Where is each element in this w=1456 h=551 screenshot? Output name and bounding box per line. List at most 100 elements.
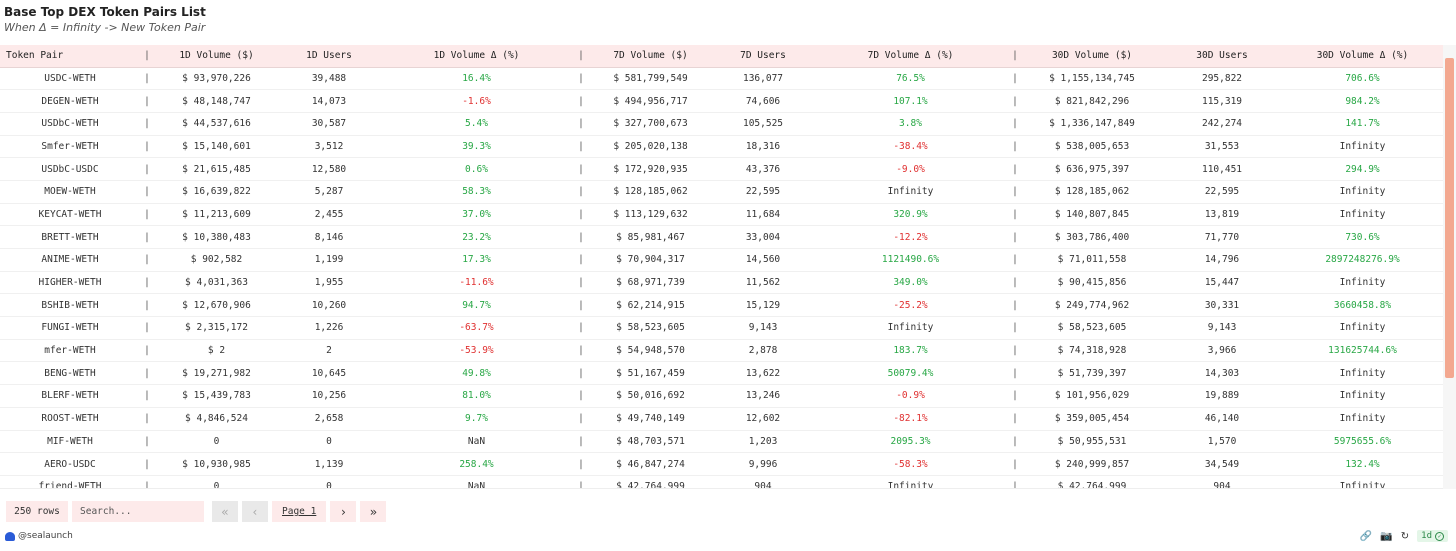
cell-vol30d: $ 1,155,134,745: [1049, 72, 1135, 84]
table-row[interactable]: AERO-USDC | $ 10,930,985 1,139 258.4% | $ 46,8…: [0, 453, 1443, 476]
table-row[interactable]: USDbC-USDC | $ 21,615,485 12,580 0.6% | $ 172,…: [0, 158, 1443, 181]
cell-users30d: 31,553: [1204, 140, 1240, 152]
cell-vol30d: $ 538,005,653: [1054, 140, 1130, 152]
col-separator: |: [1012, 481, 1018, 489]
cell-users1d: 10,260: [311, 299, 347, 311]
col-header-7d-delta[interactable]: 7D Volume Δ (%): [813, 45, 1008, 68]
cell-users7d: 15,129: [745, 299, 781, 311]
table-body: USDC-WETH | $ 93,970,226 39,488 16.4% | $ 581,…: [0, 67, 1443, 489]
cell-users30d: 15,447: [1204, 277, 1240, 289]
scrollbar-thumb[interactable]: [1445, 58, 1454, 378]
cell-vol7d: $ 581,799,549: [613, 72, 688, 84]
col-separator: |: [144, 367, 150, 379]
table-row[interactable]: Smfer-WETH | $ 15,140,601 3,512 39.3% | $ 205,…: [0, 135, 1443, 158]
cell-delta1d: -11.6%: [459, 277, 494, 289]
cell-delta1d: 16.4%: [462, 72, 491, 84]
cell-vol1d: 0: [213, 481, 220, 489]
cell-vol30d: $ 1,336,147,849: [1049, 118, 1135, 130]
last-page-button[interactable]: »: [360, 501, 387, 522]
first-page-button[interactable]: «: [212, 501, 238, 522]
table-row[interactable]: USDC-WETH | $ 93,970,226 39,488 16.4% | $ 581,…: [0, 67, 1443, 90]
cell-delta30d: 131625744.6%: [1328, 345, 1397, 357]
cell-vol1d: $ 2: [207, 345, 226, 357]
col-header-7d-users[interactable]: 7D Users: [713, 45, 813, 68]
col-header-1d-volume[interactable]: 1D Volume ($): [154, 45, 279, 68]
cell-vol30d: $ 359,005,454: [1054, 413, 1130, 425]
cell-users1d: 1,226: [314, 322, 344, 334]
camera-icon[interactable]: 📷: [1380, 530, 1393, 542]
cell-users30d: 115,319: [1201, 95, 1243, 107]
table-row[interactable]: ROOST-WETH | $ 4,846,524 2,658 9.7% | $ 49,740…: [0, 407, 1443, 430]
col-separator: |: [578, 95, 584, 107]
table-row[interactable]: ANIME-WETH | $ 902,582 1,199 17.3% | $ 70,904,…: [0, 249, 1443, 272]
col-header-30d-volume[interactable]: 30D Volume ($): [1022, 45, 1162, 68]
check-icon: ✓: [1435, 531, 1444, 541]
token-pairs-table[interactable]: Token Pair | 1D Volume ($) 1D Users 1D V…: [0, 45, 1443, 489]
cell-vol1d: 0: [213, 435, 220, 447]
col-header-7d-volume[interactable]: 7D Volume ($): [588, 45, 713, 68]
table-row[interactable]: BENG-WETH | $ 19,271,982 10,645 49.8% | $ 51,1…: [0, 362, 1443, 385]
col-separator: |: [144, 390, 150, 402]
table-row[interactable]: mfer-WETH | $ 2 2 -53.9% | $ 54,948,570 2,878 18…: [0, 339, 1443, 362]
cell-vol30d: $ 42,764,999: [1057, 481, 1127, 489]
cell-users30d: 3,966: [1207, 345, 1237, 357]
cell-users30d: 71,770: [1204, 231, 1240, 243]
col-separator: |: [578, 435, 584, 447]
search-input[interactable]: [72, 501, 204, 522]
col-header-token-pair[interactable]: Token Pair: [0, 45, 140, 68]
brand-logo-icon: [5, 531, 15, 541]
cell-users1d: 2,455: [314, 208, 344, 220]
table-row[interactable]: USDbC-WETH | $ 44,537,616 30,587 5.4% | $ 327,…: [0, 112, 1443, 136]
col-separator: |: [144, 231, 150, 243]
cell-vol7d: $ 62,214,915: [616, 299, 685, 311]
table-row[interactable]: BSHIB-WETH | $ 12,670,906 10,260 94.7% | $ 62,…: [0, 294, 1443, 317]
table-row[interactable]: BRETT-WETH | $ 10,380,483 8,146 23.2% | $ 85,9…: [0, 226, 1443, 249]
page-indicator[interactable]: Page 1: [272, 501, 327, 522]
next-page-button[interactable]: ›: [330, 501, 357, 522]
freshness-badge[interactable]: 1d ✓: [1417, 530, 1448, 542]
col-separator: |: [578, 254, 584, 266]
cell-users30d: 14,303: [1204, 367, 1240, 379]
cell-vol30d: $ 90,415,856: [1057, 277, 1127, 289]
table-row[interactable]: FUNGI-WETH | $ 2,315,172 1,226 -63.7% | $ 58,5…: [0, 317, 1443, 340]
col-header-1d-users[interactable]: 1D Users: [279, 45, 379, 68]
col-separator: |: [1012, 413, 1018, 425]
page-title: Base Top DEX Token Pairs List: [4, 5, 206, 19]
cell-users1d: 1,955: [314, 277, 344, 289]
link-icon[interactable]: 🔗: [1359, 530, 1373, 542]
col-header-30d-delta[interactable]: 30D Volume Δ (%): [1282, 45, 1443, 68]
col-separator: |: [574, 45, 588, 68]
col-separator: |: [1012, 277, 1018, 289]
cell-delta7d: Infinity: [887, 322, 934, 334]
table-row[interactable]: friend-WETH | 0 0 NaN | $ 42,764,999 904 Infinit…: [0, 475, 1443, 489]
cell-vol30d: $ 74,318,928: [1057, 345, 1127, 357]
cell-vol30d: $ 71,011,558: [1057, 254, 1127, 266]
cell-delta30d: 706.6%: [1345, 72, 1380, 84]
brand-link[interactable]: @sealaunch: [5, 531, 73, 541]
cell-pair: BSHIB-WETH: [41, 299, 99, 311]
cell-vol30d: $ 140,807,845: [1054, 208, 1130, 220]
freshness-label: 1d: [1421, 531, 1432, 541]
col-separator: |: [144, 163, 150, 175]
cell-vol30d: $ 636,975,397: [1054, 163, 1130, 175]
col-header-30d-users[interactable]: 30D Users: [1162, 45, 1282, 68]
cell-vol7d: $ 70,904,317: [616, 254, 685, 266]
table-row[interactable]: KEYCAT-WETH | $ 11,213,609 2,455 37.0% | $ 113…: [0, 203, 1443, 226]
cell-delta7d: 50079.4%: [887, 367, 934, 379]
table-row[interactable]: DEGEN-WETH | $ 48,148,747 14,073 -1.6% | $ 494…: [0, 90, 1443, 113]
col-separator: |: [144, 95, 150, 107]
cell-vol30d: $ 128,185,062: [1054, 186, 1130, 198]
cell-users7d: 1,203: [748, 435, 778, 447]
col-header-1d-delta[interactable]: 1D Volume Δ (%): [379, 45, 574, 68]
table-row[interactable]: BLERF-WETH | $ 15,439,783 10,256 81.0% | $ 50,…: [0, 385, 1443, 408]
refresh-icon[interactable]: ↻: [1400, 530, 1410, 542]
cell-users7d: 9,143: [748, 322, 778, 334]
table-row[interactable]: MOEW-WETH | $ 16,639,822 5,287 58.3% | $ 128,1…: [0, 180, 1443, 204]
table-row[interactable]: HIGHER-WETH | $ 4,031,363 1,955 -11.6% | $ 68,…: [0, 271, 1443, 294]
cell-users30d: 22,595: [1204, 186, 1240, 198]
prev-page-button[interactable]: ‹: [242, 501, 268, 522]
page-subtitle: When Δ = Infinity -> New Token Pair: [4, 21, 206, 34]
table-row[interactable]: MIF-WETH | 0 0 NaN | $ 48,703,571 1,203 2095.3% |…: [0, 430, 1443, 453]
double-chevron-left-icon: «: [221, 504, 229, 519]
col-separator: |: [1012, 186, 1018, 198]
